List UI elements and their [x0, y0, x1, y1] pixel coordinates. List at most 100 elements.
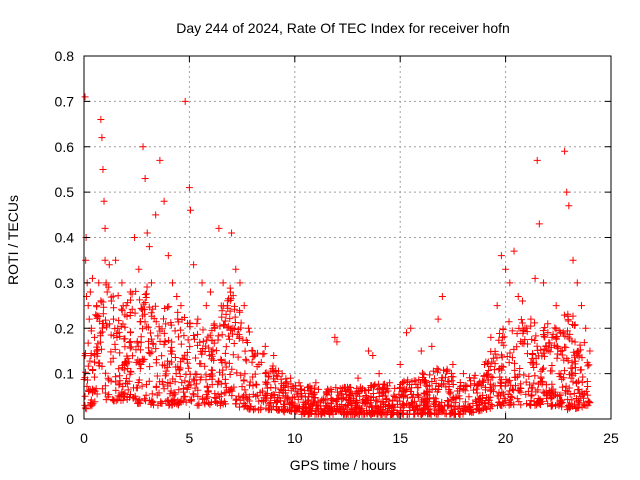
data-point	[396, 361, 404, 369]
data-point	[520, 371, 528, 379]
data-point	[136, 296, 144, 304]
data-point	[236, 279, 244, 287]
data-point	[240, 399, 248, 407]
data-point	[543, 394, 551, 402]
data-point	[231, 325, 239, 333]
data-point	[98, 324, 106, 332]
data-point	[217, 390, 225, 398]
data-point	[471, 396, 479, 404]
data-point	[100, 197, 108, 205]
data-point	[410, 377, 418, 385]
data-point	[139, 312, 147, 320]
data-point	[240, 302, 248, 310]
data-point	[340, 409, 348, 417]
data-point	[156, 156, 164, 164]
data-point	[557, 398, 565, 406]
data-point	[470, 374, 478, 382]
data-point	[221, 400, 229, 408]
grid-lines	[84, 56, 611, 419]
data-point	[458, 404, 466, 412]
data-point	[159, 315, 167, 323]
data-point	[183, 356, 191, 364]
data-point	[105, 283, 113, 291]
data-point	[164, 357, 172, 365]
data-point	[125, 339, 133, 347]
data-point	[304, 393, 312, 401]
data-point	[84, 302, 92, 310]
data-point	[447, 369, 455, 377]
data-point	[174, 315, 182, 323]
data-point	[134, 379, 142, 387]
data-point	[161, 305, 169, 313]
data-point	[152, 345, 160, 353]
data-point	[271, 396, 279, 404]
data-point	[110, 332, 118, 340]
data-point	[173, 292, 181, 300]
data-point	[446, 390, 454, 398]
data-point	[164, 252, 172, 260]
data-point	[126, 344, 134, 352]
axis-ticks: 0 5 10 15 20 25 0 0.1 0.2 0.3 0.4 0.5 0.6 0.7 0.8	[55, 48, 619, 446]
data-point	[511, 366, 519, 374]
data-point	[90, 373, 98, 381]
data-point	[97, 116, 105, 124]
y-tick-label: 0.3	[55, 275, 75, 291]
data-point	[476, 378, 484, 386]
data-point	[545, 387, 553, 395]
data-point	[225, 359, 233, 367]
data-point	[294, 388, 302, 396]
data-point	[82, 404, 90, 412]
data-point	[222, 363, 230, 371]
data-point	[312, 379, 320, 387]
data-point	[571, 338, 579, 346]
data-point	[110, 304, 118, 312]
data-point	[282, 389, 290, 397]
data-point	[169, 396, 177, 404]
data-point	[141, 318, 149, 326]
data-point	[569, 371, 577, 379]
x-tick-label: 25	[603, 430, 619, 446]
data-point	[260, 398, 268, 406]
data-point	[522, 390, 530, 398]
data-point	[85, 315, 93, 323]
data-point	[167, 319, 175, 327]
data-point	[496, 401, 504, 409]
data-point	[186, 206, 194, 214]
data-point	[171, 353, 179, 361]
data-point	[99, 165, 107, 173]
data-point	[171, 327, 179, 335]
data-point	[531, 372, 539, 380]
data-point	[152, 356, 160, 364]
data-point	[396, 397, 404, 405]
data-point	[230, 339, 238, 347]
data-point	[262, 380, 270, 388]
data-point	[485, 396, 493, 404]
data-point	[86, 357, 94, 365]
data-point	[566, 330, 574, 338]
data-point	[531, 319, 539, 327]
data-point	[499, 390, 507, 398]
data-point	[399, 407, 407, 415]
data-point	[245, 328, 253, 336]
data-point	[121, 360, 129, 368]
data-point	[191, 370, 199, 378]
data-point	[506, 396, 514, 404]
data-point	[219, 279, 227, 287]
data-point	[199, 326, 207, 334]
data-point	[504, 378, 512, 386]
data-point	[513, 343, 521, 351]
data-point	[208, 355, 216, 363]
data-point	[352, 396, 360, 404]
data-point	[211, 393, 219, 401]
data-point	[222, 343, 230, 351]
data-point	[148, 390, 156, 398]
data-point	[493, 302, 501, 310]
data-point	[119, 390, 127, 398]
data-point	[523, 324, 531, 332]
data-point	[270, 391, 278, 399]
data-point	[201, 362, 209, 370]
data-point	[344, 385, 352, 393]
data-point	[422, 377, 430, 385]
data-point	[226, 307, 234, 315]
data-point	[165, 303, 173, 311]
